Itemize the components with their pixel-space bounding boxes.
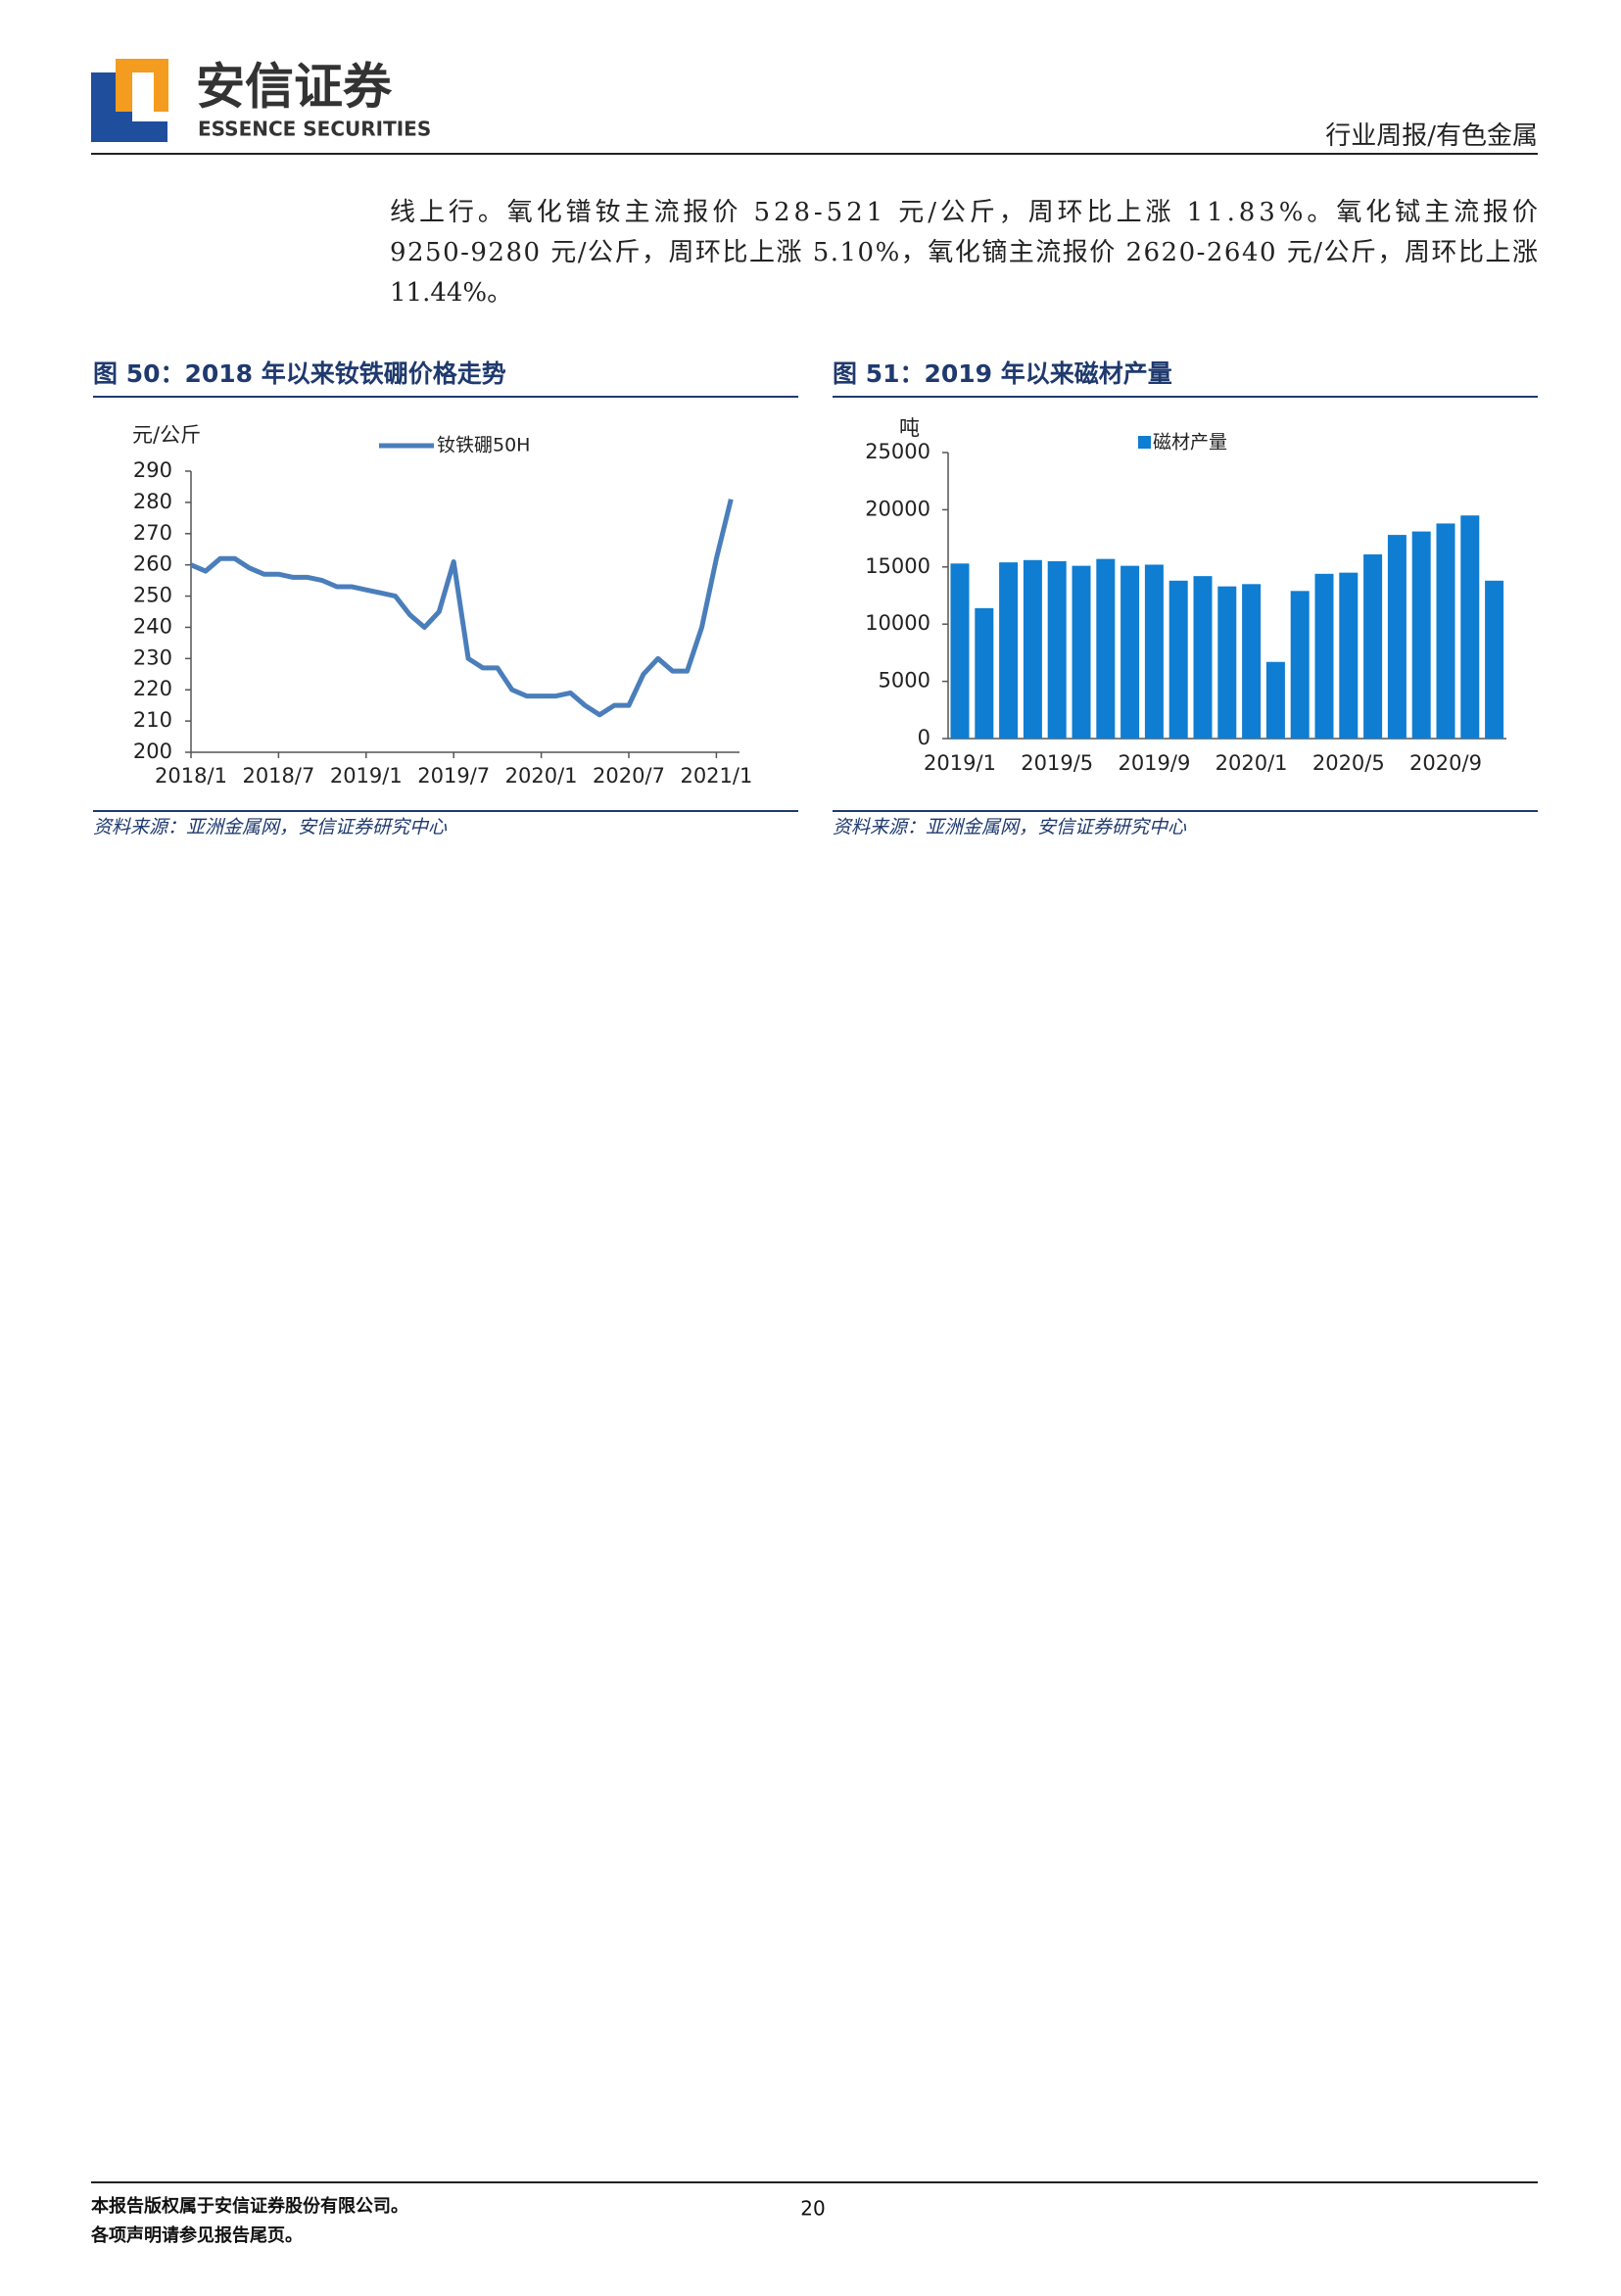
x-tick-label: 2020/9 <box>1409 751 1482 775</box>
bar <box>1339 572 1359 739</box>
x-tick-label: 2018/1 <box>155 764 227 788</box>
bar <box>1047 560 1067 739</box>
bar <box>1265 661 1285 739</box>
y-tick-label: 290 <box>133 458 172 482</box>
x-tick-label: 2020/5 <box>1312 751 1385 775</box>
y-tick-label: 240 <box>133 614 172 638</box>
bar <box>1144 564 1164 739</box>
y-tick-label: 280 <box>133 490 172 513</box>
line <box>190 499 734 718</box>
bar <box>1072 565 1091 739</box>
legend-swatch <box>1138 436 1151 449</box>
bar <box>1460 515 1480 739</box>
x-tick-label: 2019/5 <box>1021 751 1093 775</box>
x-tick-label: 2020/1 <box>505 764 578 788</box>
bar <box>1023 559 1042 739</box>
y-tick-label: 20000 <box>865 497 930 520</box>
bar <box>999 562 1019 739</box>
legend-label: 磁材产量 <box>1153 432 1227 454</box>
logo-mark <box>91 121 167 142</box>
bar <box>975 607 994 739</box>
y-tick-label: 5000 <box>879 669 930 693</box>
y-axis-unit: 吨 <box>899 416 920 440</box>
bar <box>1242 584 1262 739</box>
bar <box>1387 535 1406 739</box>
x-tick-label: 2020/7 <box>593 764 665 788</box>
x-tick-label: 2018/7 <box>242 764 314 788</box>
bar <box>1096 558 1116 739</box>
logo-en: ESSENCE SECURITIES <box>198 118 431 141</box>
bar <box>1217 586 1237 739</box>
x-tick-label: 2019/9 <box>1118 751 1190 775</box>
paragraph-line: 线上行。氧化镨钕主流报价 528-521 元/公斤，周环比上涨 11.83%。氧… <box>390 198 1538 227</box>
y-axis-unit: 元/公斤 <box>132 423 201 447</box>
y-tick-label: 25000 <box>865 440 930 463</box>
logo-cn: 安信证券 <box>196 59 393 116</box>
bar <box>950 563 970 739</box>
bar <box>1314 573 1334 739</box>
source: 资料来源：亚洲金属网，安信证券研究中心 <box>833 817 1187 838</box>
bar <box>1120 565 1140 739</box>
bar <box>1411 531 1431 739</box>
paragraph-line: 9250-9280 元/公斤，周环比上涨 5.10%，氧化镝主流报价 2620-… <box>390 238 1538 267</box>
bar <box>1363 553 1383 739</box>
y-tick-label: 10000 <box>865 611 930 635</box>
x-tick-label: 2019/1 <box>330 764 403 788</box>
bar <box>1485 580 1504 739</box>
y-tick-label: 210 <box>133 708 172 732</box>
x-tick-label: 2021/1 <box>680 764 752 788</box>
logo-mark <box>132 72 154 112</box>
bar <box>1193 576 1213 739</box>
bar <box>1436 523 1455 739</box>
bar <box>1290 591 1310 739</box>
footer-note: 本报告版权属于安信证券股份有限公司。 <box>91 2195 408 2217</box>
y-tick-label: 0 <box>918 726 930 749</box>
y-tick-label: 220 <box>133 677 172 700</box>
y-tick-label: 230 <box>133 646 172 669</box>
x-tick-label: 2019/7 <box>417 764 490 788</box>
x-tick-label: 2019/1 <box>924 751 996 775</box>
chart-title: 图 51：2019 年以来磁材产量 <box>833 359 1172 388</box>
legend-label: 钕铁硼50H <box>437 435 530 456</box>
page-number: 20 <box>800 2197 825 2221</box>
footer-note: 各项声明请参见报告尾页。 <box>90 2224 303 2246</box>
y-tick-label: 200 <box>133 740 172 763</box>
section: 行业周报/有色金属 <box>1325 121 1538 151</box>
y-tick-label: 15000 <box>865 554 930 578</box>
x-tick-label: 2020/1 <box>1216 751 1288 775</box>
y-tick-label: 260 <box>133 552 172 576</box>
bar <box>1168 580 1188 739</box>
chart-title: 图 50：2018 年以来钕铁硼价格走势 <box>93 359 506 388</box>
y-tick-label: 270 <box>133 521 172 545</box>
paragraph-line: 11.44%。 <box>390 278 512 308</box>
source: 资料来源：亚洲金属网，安信证券研究中心 <box>93 817 448 838</box>
y-tick-label: 250 <box>133 584 172 607</box>
